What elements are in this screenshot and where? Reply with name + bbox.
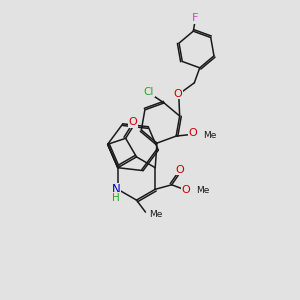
Text: O: O [182,185,190,195]
Text: O: O [189,128,198,138]
Text: O: O [174,88,182,99]
Text: Me: Me [203,131,217,140]
Text: O: O [128,117,137,128]
Text: Me: Me [196,186,209,195]
Text: Me: Me [149,210,163,219]
Text: H: H [112,193,120,203]
Text: O: O [176,165,184,175]
Text: Cl: Cl [144,86,154,97]
Text: N: N [112,183,121,196]
Text: F: F [192,13,198,23]
